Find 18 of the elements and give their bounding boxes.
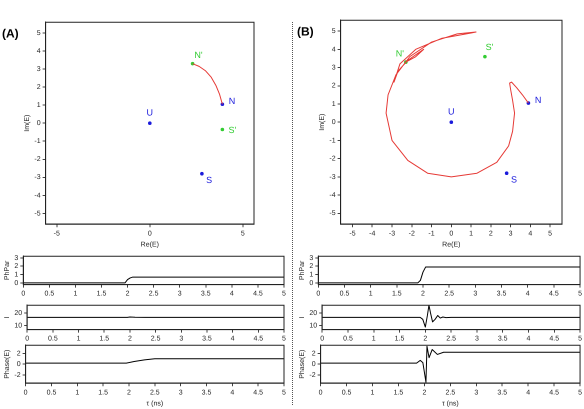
series-label: U bbox=[146, 108, 154, 118]
series-label: N bbox=[534, 95, 542, 106]
series-label: N' bbox=[194, 50, 203, 60]
series-label: S bbox=[511, 174, 518, 184]
point bbox=[200, 172, 204, 176]
chart-title: (A) bbox=[2, 26, 19, 41]
series-label: S' bbox=[228, 124, 236, 135]
point bbox=[504, 171, 508, 175]
series-label: U bbox=[448, 106, 455, 117]
point bbox=[220, 128, 224, 132]
point bbox=[450, 120, 454, 124]
series-label: N bbox=[228, 96, 236, 106]
series-label: N' bbox=[396, 48, 404, 59]
series-label: S bbox=[206, 175, 212, 186]
point bbox=[148, 121, 152, 125]
chart-title: (B) bbox=[297, 24, 314, 39]
series-label: S' bbox=[486, 42, 494, 52]
point bbox=[483, 54, 487, 58]
